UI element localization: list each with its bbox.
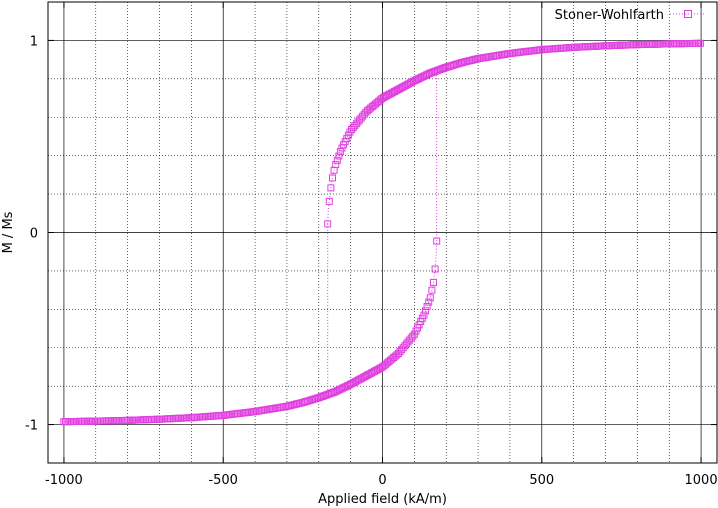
data-point [335,152,343,160]
x-tick-label: -1000 [45,473,83,488]
data-point [423,303,431,310]
y-tick-label: 1 [30,34,38,49]
data-point [422,307,429,315]
y-tick-label: 0 [30,227,38,242]
x-tick-label: -500 [208,473,238,488]
data-point [420,311,428,319]
data-point [329,174,336,182]
x-tick-label: 500 [529,473,554,488]
y-tick-label: -1 [25,419,38,434]
data-point [425,298,433,306]
legend: Stoner-Wohlfarth [555,8,705,23]
major-grid-lines [48,2,717,463]
data-point [336,148,344,156]
data-point [428,286,436,294]
data-point [430,278,437,286]
series-line-ascending [63,241,438,423]
series-layer [60,39,704,426]
data-point [332,161,340,169]
tick-labels: -1000 -500 0 500 1000 -1 0 1 [25,34,718,488]
data-point [324,220,332,228]
data-point [433,237,441,245]
x-axis-label: Applied field (kA/m) [318,492,447,507]
data-point [333,156,341,164]
y-axis-label: M / Ms [1,211,16,253]
data-point [327,184,335,192]
series-line-descending [327,42,702,224]
x-tick-label: 1000 [685,473,718,488]
grid-lines [48,1,717,463]
legend-marker-square [684,10,692,18]
data-point [325,197,333,205]
data-point [431,265,439,273]
axis-ticks [48,2,717,463]
legend-series-label: Stoner-Wohlfarth [555,8,664,23]
data-point [426,294,434,302]
data-point [696,39,704,47]
x-tick-label: 0 [378,473,386,488]
